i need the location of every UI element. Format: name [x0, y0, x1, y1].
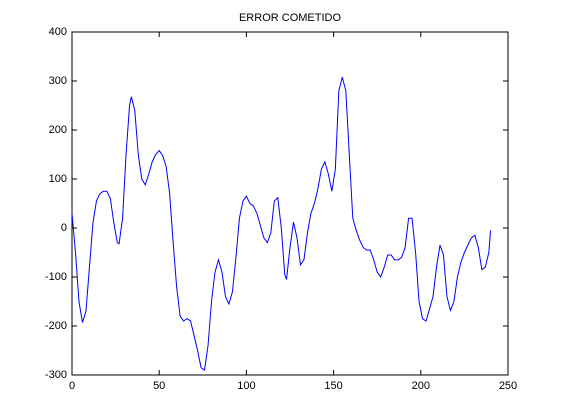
y-tick-label: 400	[49, 26, 67, 38]
x-tick-label: 200	[412, 380, 430, 392]
y-tick-label: -200	[45, 320, 67, 332]
y-tick-label: -300	[45, 369, 67, 381]
x-tick-label: 50	[153, 380, 165, 392]
x-tick-label: 100	[237, 380, 255, 392]
y-tick-label: 300	[49, 75, 67, 87]
x-tick-label: 250	[499, 380, 517, 392]
x-tick-label: 150	[324, 380, 342, 392]
y-tick-label: 200	[49, 124, 67, 136]
line	[71, 76, 492, 371]
axes-box	[71, 31, 509, 376]
chart-title: ERROR COMETIDO	[239, 12, 342, 24]
y-tick-label: 0	[61, 222, 67, 234]
y-tick-label: 100	[49, 173, 67, 185]
y-tick-label: -100	[45, 271, 67, 283]
x-tick-label: 0	[69, 380, 75, 392]
